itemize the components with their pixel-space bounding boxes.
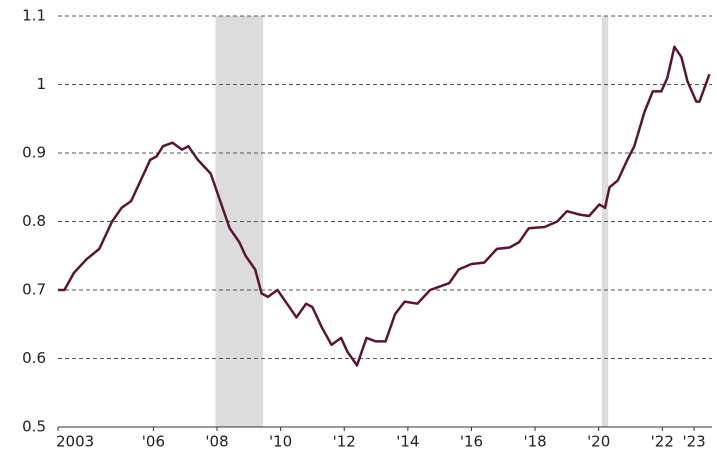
y-tick-label: 0.6 — [22, 349, 46, 367]
y-tick-label: 0.9 — [22, 144, 46, 162]
y-tick-label: 1 — [36, 75, 46, 93]
x-tick-label: '16 — [460, 433, 483, 451]
x-tick-label: '08 — [205, 433, 228, 451]
x-tick-label: '14 — [396, 433, 419, 451]
x-tick-label: '12 — [333, 433, 356, 451]
data-line — [58, 45, 711, 367]
y-tick-label: 0.5 — [22, 418, 46, 436]
y-tick-label: 0.7 — [22, 281, 46, 299]
x-tick-label: '20 — [587, 433, 610, 451]
x-tick-label: '18 — [523, 433, 546, 451]
x-tick-label: 2003 — [56, 433, 94, 451]
x-tick-label: '22 — [651, 433, 674, 451]
y-tick-label: 0.8 — [22, 212, 46, 230]
x-tick-label: '23 — [682, 433, 705, 451]
x-tick-label: '10 — [269, 433, 292, 451]
x-tick-label: '06 — [142, 433, 165, 451]
y-tick-label: 1.1 — [22, 7, 46, 25]
